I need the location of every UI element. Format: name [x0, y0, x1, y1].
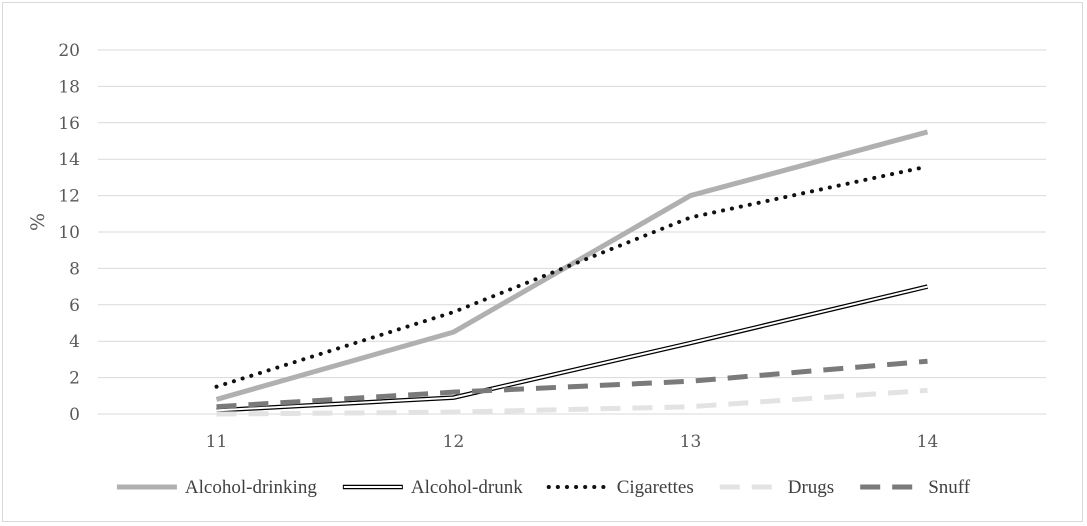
series-snuff — [216, 358, 928, 410]
gridlines — [98, 49, 1046, 415]
series-line — [215, 129, 929, 402]
y-tick-label: 2 — [69, 369, 80, 389]
series-drugs — [216, 387, 928, 417]
x-tick-label: 11 — [206, 432, 228, 452]
series-line — [214, 164, 930, 389]
series-alcohol-drinking — [215, 129, 929, 402]
x-axis-ticks: 11 12 13 14 — [206, 432, 939, 452]
legend-item: Snuff — [860, 477, 971, 498]
y-axis-ticks: 0 2 4 6 8 10 12 14 16 18 20 — [58, 41, 80, 425]
legend: Alcohol-drinking Alcohol-drunk Cigarettes D… — [116, 477, 971, 498]
legend-label: Alcohol-drunk — [411, 477, 523, 498]
x-tick-label: 13 — [680, 432, 702, 452]
series-lines — [214, 129, 930, 417]
x-tick-label: 14 — [917, 432, 939, 452]
y-tick-label: 0 — [69, 405, 80, 425]
y-tick-label: 18 — [58, 77, 80, 97]
legend-item: Alcohol-drinking — [116, 477, 317, 498]
legend-label: Snuff — [928, 477, 971, 498]
series-line-inner — [216, 285, 928, 412]
y-tick-label: 12 — [58, 187, 80, 207]
y-tick-label: 20 — [58, 41, 80, 61]
y-tick-label: 14 — [58, 150, 80, 170]
legend-label: Alcohol-drinking — [185, 477, 317, 498]
series-line — [216, 387, 928, 417]
legend-item: Cigarettes — [546, 477, 694, 498]
y-tick-label: 10 — [58, 223, 80, 243]
series-cigarettes — [214, 164, 930, 389]
y-axis-label: % — [27, 213, 49, 231]
x-tick-label: 12 — [443, 432, 465, 452]
legend-item: Drugs — [719, 477, 834, 498]
legend-label: Cigarettes — [617, 477, 694, 498]
y-tick-label: 4 — [69, 332, 80, 352]
y-tick-label: 16 — [58, 114, 80, 134]
y-tick-label: 6 — [69, 296, 80, 316]
legend-label: Drugs — [788, 477, 834, 498]
series-line — [216, 358, 928, 410]
legend-item: Alcohol-drunk — [342, 477, 523, 498]
series-alcohol-drunk — [216, 284, 929, 413]
y-tick-label: 8 — [69, 259, 80, 279]
